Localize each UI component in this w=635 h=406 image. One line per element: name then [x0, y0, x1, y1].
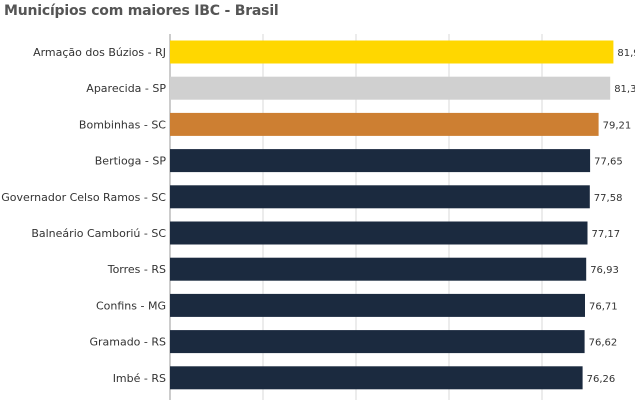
bar[interactable]	[170, 76, 611, 100]
bar[interactable]	[170, 40, 614, 64]
bar[interactable]	[170, 366, 583, 390]
data-label: 76,71	[589, 301, 618, 312]
category-label: Torres - RS	[107, 263, 166, 276]
bar[interactable]	[170, 149, 591, 173]
data-label: 77,17	[592, 229, 621, 240]
chart-title: Municípios com maiores IBC - Brasil	[4, 3, 279, 19]
data-label: 76,62	[589, 338, 618, 349]
bar[interactable]	[170, 112, 599, 136]
category-label: Gramado - RS	[89, 336, 166, 349]
category-label: Balneário Camboriú - SC	[31, 227, 166, 240]
category-label: Imbé - RS	[113, 372, 166, 385]
bar[interactable]	[170, 293, 585, 317]
category-label: Bombinhas - SC	[79, 118, 166, 131]
bar[interactable]	[170, 257, 587, 281]
category-label: Confins - MG	[96, 299, 166, 312]
data-label: 79,21	[603, 120, 632, 131]
category-label: Armação dos Búzios - RJ	[33, 46, 166, 59]
category-label: Aparecida - SP	[86, 82, 166, 95]
data-label: 81,94	[617, 48, 635, 59]
bar[interactable]	[170, 330, 585, 354]
data-label: 76,93	[590, 265, 619, 276]
bar[interactable]	[170, 221, 588, 245]
data-label: 76,26	[587, 374, 616, 385]
bar[interactable]	[170, 185, 590, 209]
category-label: Bertioga - SP	[95, 155, 167, 168]
data-label: 81,35	[614, 84, 635, 95]
data-label: 77,58	[594, 193, 623, 204]
data-label: 77,65	[594, 157, 623, 168]
category-label: Governador Celso Ramos - SC	[1, 191, 166, 204]
